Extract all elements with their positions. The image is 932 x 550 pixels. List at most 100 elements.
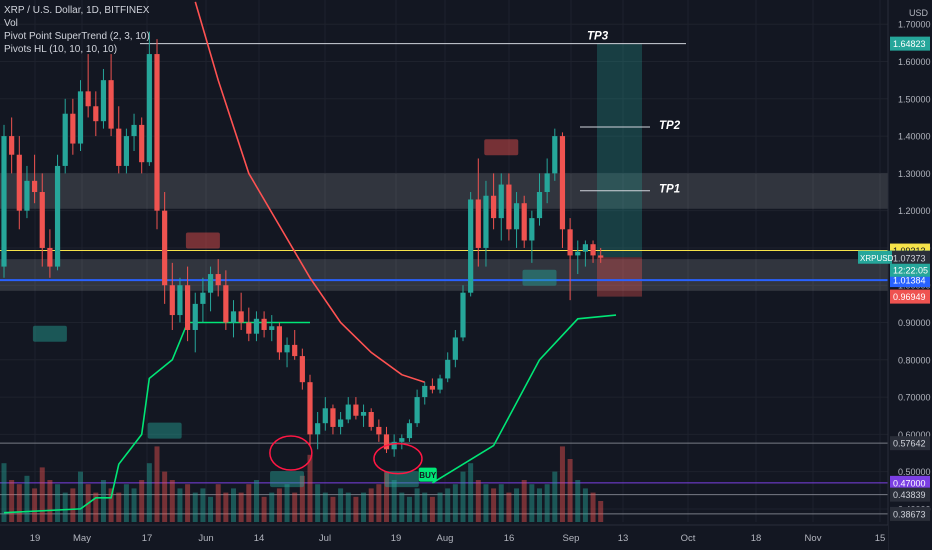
volume-bar	[399, 492, 405, 522]
candle-body	[376, 426, 382, 435]
candle-body	[422, 385, 428, 398]
candle-body	[345, 404, 351, 420]
candle-body	[192, 303, 198, 330]
price-tag-bg	[890, 250, 930, 265]
volume-bar	[491, 488, 497, 522]
time-tick-label: Jul	[319, 533, 331, 544]
volume-bar	[315, 484, 321, 522]
price-tag-label: 0.43839	[893, 490, 926, 500]
volume-bar	[246, 484, 252, 522]
time-tick-label: Oct	[681, 533, 696, 544]
price-tick-label: 1.20000	[898, 206, 931, 216]
volume-bar	[47, 480, 53, 522]
volume-bar	[9, 480, 15, 522]
volume-bar	[39, 467, 45, 522]
volume-bar	[529, 484, 535, 522]
volume-bar	[139, 480, 145, 522]
volume-bar	[582, 488, 588, 522]
volume-bar	[552, 471, 558, 522]
candle-body	[598, 255, 604, 258]
candle-body	[338, 419, 344, 427]
volume-bar	[177, 488, 183, 522]
time-tick-label: 13	[618, 533, 629, 544]
candle-body	[383, 434, 390, 450]
target-label: TP2	[659, 120, 681, 132]
volume-bar	[55, 484, 61, 522]
price-tick-label: 1.70000	[898, 20, 931, 30]
price-tag-label: 1.64823	[893, 39, 926, 49]
candle-body	[529, 218, 535, 241]
time-tick-label: Sep	[563, 533, 580, 544]
price-tick-label: 0.70000	[898, 393, 931, 403]
volume-bar	[514, 488, 520, 522]
volume-bar	[154, 446, 160, 522]
indicator-pivots[interactable]: Pivots HL (10, 10, 10, 10)	[4, 44, 118, 55]
time-tick-label: May	[73, 533, 91, 544]
supertrend-up-line	[431, 314, 617, 484]
volume-bar	[598, 501, 604, 522]
price-tag-bg	[890, 436, 930, 451]
chart-legend: XRP / U.S. Dollar, 1D, BITFINEX Vol Pivo…	[4, 4, 150, 56]
price-tag-bg	[890, 289, 930, 304]
candle-body	[575, 251, 581, 256]
volume-bar	[483, 484, 489, 522]
candle-body	[559, 136, 566, 230]
price-tag-label: 0.57642	[893, 439, 926, 449]
price-tag-bg	[890, 475, 930, 490]
volume-bar	[567, 459, 573, 522]
candle-body	[590, 244, 596, 256]
volume-bar	[70, 488, 76, 522]
pivot-label	[32, 325, 67, 342]
candle-body	[177, 285, 183, 316]
countdown-label: 12:22:05	[893, 266, 928, 276]
candle-body	[437, 378, 443, 390]
volume-bar	[330, 496, 336, 522]
candle-body	[215, 274, 221, 286]
symbol-tag-bg	[858, 250, 892, 264]
volume-bar	[498, 484, 504, 522]
volume-bar	[575, 480, 581, 522]
volume-bar	[406, 496, 412, 522]
volume-bar	[32, 488, 38, 522]
target-label: TP3	[587, 30, 609, 42]
volume-bar	[537, 488, 542, 522]
candle-body	[330, 408, 336, 427]
candle-body	[62, 113, 68, 166]
volume-bar	[108, 488, 114, 522]
price-tick-label: 1.60000	[898, 57, 931, 67]
support-zone	[0, 173, 888, 209]
volume-bar	[292, 492, 298, 522]
indicator-supertrend[interactable]: Pivot Point SuperTrend (2, 3, 10)	[4, 31, 150, 42]
candle-body	[353, 404, 359, 416]
volume-bar	[238, 492, 244, 522]
indicator-vol[interactable]: Vol	[4, 18, 18, 29]
supertrend-down-line	[194, 1, 426, 383]
candle-body	[131, 124, 137, 137]
candle-body	[93, 106, 99, 122]
candle-body	[238, 311, 244, 323]
candle-body	[567, 229, 573, 256]
volume-bar	[185, 484, 191, 522]
volume-bar	[223, 492, 229, 522]
volume-bar	[123, 484, 129, 522]
volume-bar	[376, 484, 382, 522]
candle-body	[1, 136, 7, 267]
price-tag-bg	[890, 506, 930, 521]
pivot-label	[270, 471, 305, 488]
volume-bar	[429, 496, 435, 522]
volume-bar	[475, 480, 481, 522]
price-tag-label: 1.01384	[893, 276, 926, 286]
candle-body	[445, 359, 451, 379]
time-tick-label: 17	[142, 533, 153, 544]
highlight-ellipse	[269, 435, 313, 471]
volume-bar	[384, 471, 389, 522]
candle-body	[483, 195, 489, 248]
volume-bar	[131, 488, 137, 522]
price-tick-label: 0.50000	[898, 467, 931, 477]
volume-bar	[215, 484, 221, 522]
buy-signal-badge	[418, 467, 437, 482]
volume-bar	[62, 492, 68, 522]
volume-bar	[284, 484, 290, 522]
candle-body	[513, 203, 520, 230]
